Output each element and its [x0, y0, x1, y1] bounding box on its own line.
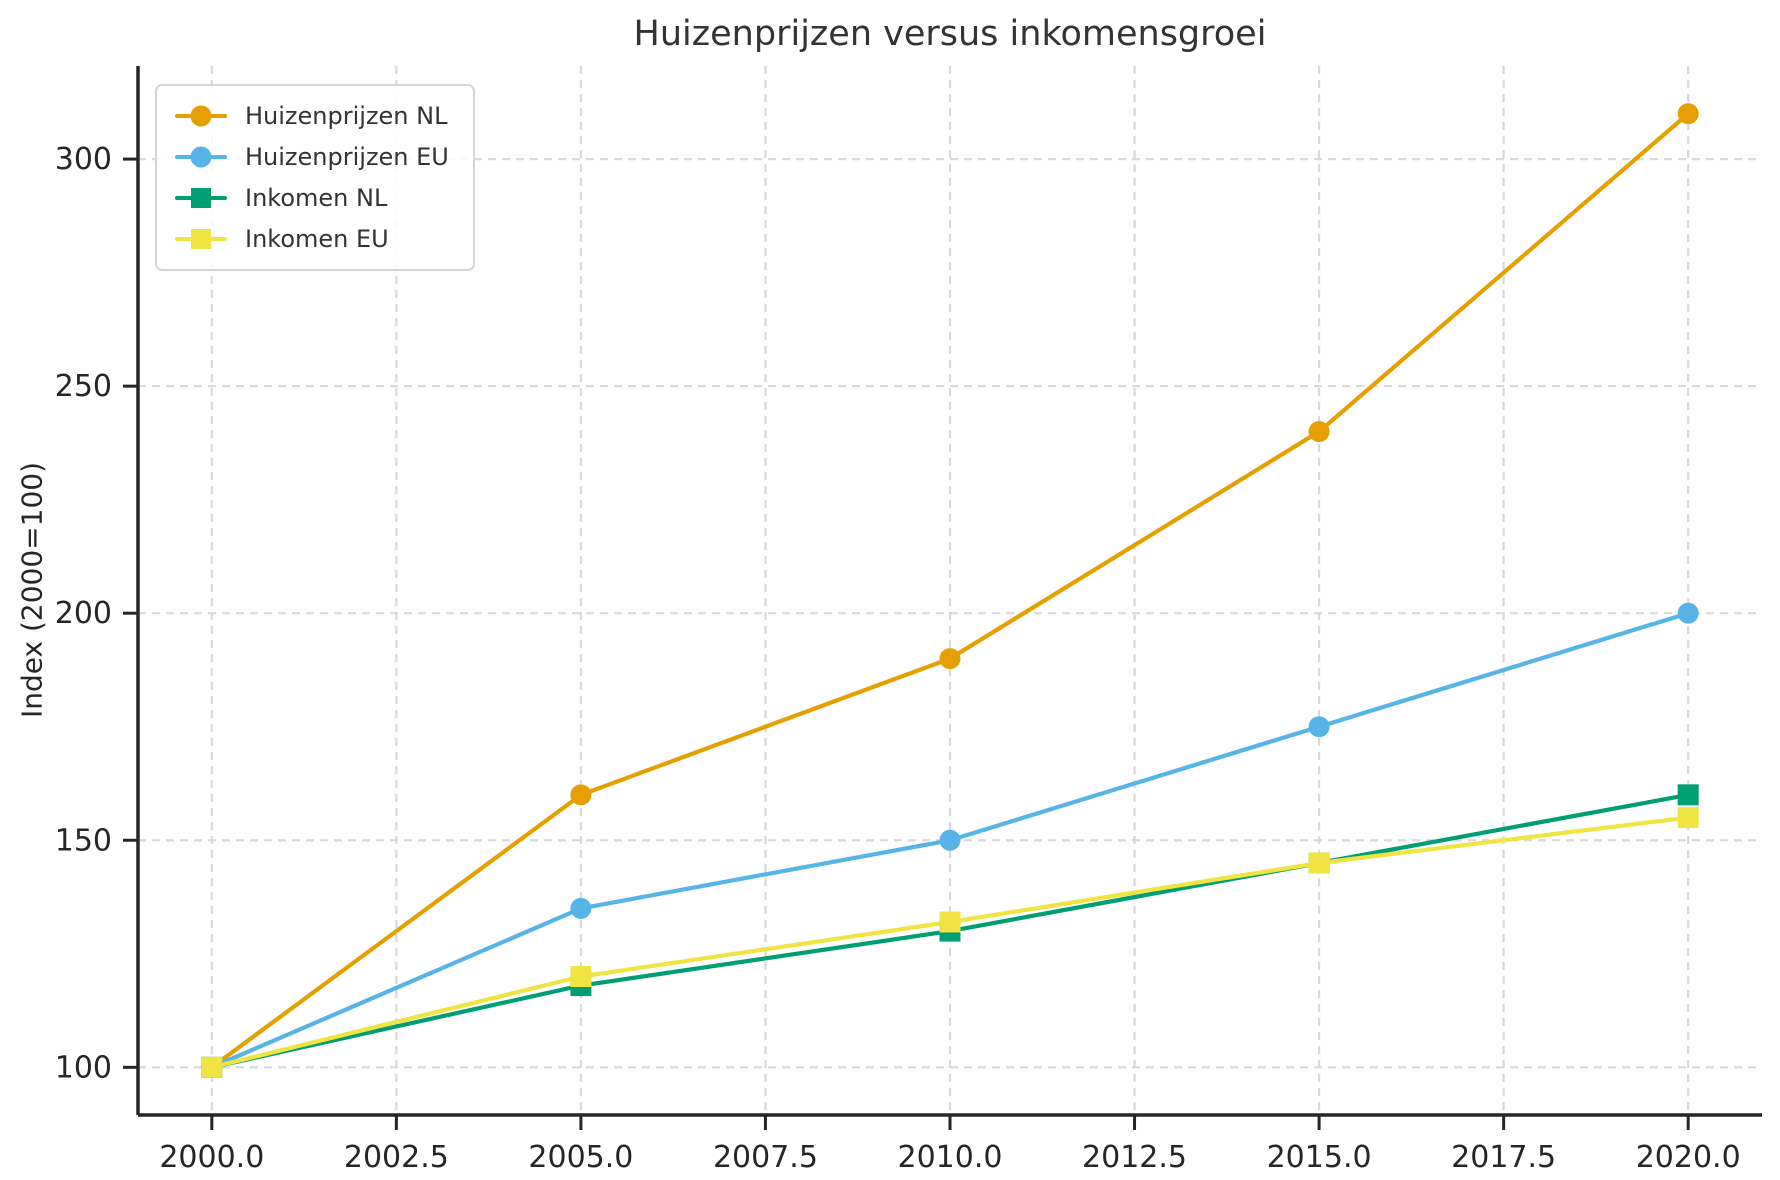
data-point-marker	[1677, 103, 1699, 125]
x-tick-label: 2007.5	[713, 1140, 818, 1175]
legend-label: Huizenprijzen EU	[245, 143, 449, 171]
data-point-marker	[201, 1056, 223, 1078]
x-tick-label: 2005.0	[528, 1140, 633, 1175]
y-axis-title: Index (2000=100)	[15, 462, 49, 718]
data-point-marker	[570, 965, 592, 987]
data-point-marker	[1308, 421, 1330, 443]
x-tick-label: 2002.5	[344, 1140, 449, 1175]
x-tick-label: 2017.5	[1451, 1140, 1556, 1175]
data-point-marker	[1308, 716, 1330, 738]
legend-line-marker-icon	[175, 104, 227, 128]
data-point-marker	[570, 784, 592, 806]
data-point-marker	[1308, 852, 1330, 874]
legend-line-marker-icon	[175, 227, 227, 251]
data-point-marker	[939, 911, 961, 933]
legend-label: Inkomen EU	[245, 225, 389, 253]
data-point-marker	[1677, 784, 1699, 806]
legend-line-marker-icon	[175, 186, 227, 210]
legend-label: Huizenprijzen NL	[245, 102, 448, 130]
data-point-marker	[939, 648, 961, 670]
legend: Huizenprijzen NL Huizenprijzen EU Inkome…	[155, 84, 475, 271]
legend-line-marker-icon	[175, 145, 227, 169]
x-tick-label: 2015.0	[1267, 1140, 1372, 1175]
data-point-marker	[1677, 602, 1699, 624]
chart-title: Huizenprijzen versus inkomensgroei	[633, 14, 1267, 54]
y-tick-label: 150	[55, 823, 112, 858]
x-tick-label: 2000.0	[159, 1140, 264, 1175]
legend-item: Huizenprijzen NL	[175, 99, 449, 133]
y-tick-label: 300	[55, 142, 112, 177]
data-point-marker	[570, 897, 592, 919]
y-tick-label: 200	[55, 596, 112, 631]
y-tick-label: 100	[55, 1050, 112, 1085]
x-tick-label: 2010.0	[898, 1140, 1003, 1175]
y-tick-label: 250	[55, 369, 112, 404]
legend-item: Huizenprijzen EU	[175, 140, 449, 174]
legend-label: Inkomen NL	[245, 184, 388, 212]
data-point-marker	[1677, 807, 1699, 829]
x-tick-label: 2012.5	[1082, 1140, 1187, 1175]
legend-item: Inkomen EU	[175, 222, 449, 256]
data-point-marker	[939, 829, 961, 851]
x-tick-label: 2020.0	[1636, 1140, 1741, 1175]
legend-item: Inkomen NL	[175, 181, 449, 215]
